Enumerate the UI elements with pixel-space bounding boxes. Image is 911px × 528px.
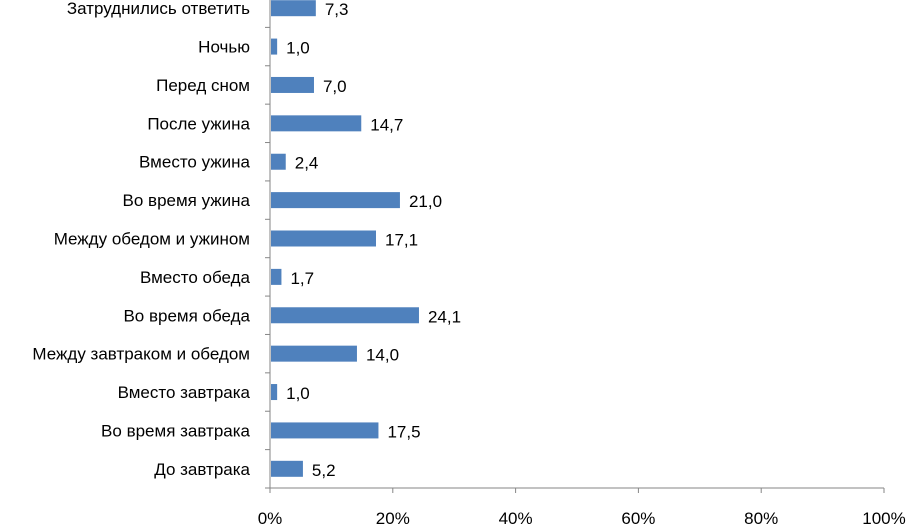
bar: [271, 345, 357, 362]
bar: [271, 230, 376, 247]
category-label: Во время обеда: [123, 306, 250, 325]
category-label: Между завтраком и обедом: [32, 345, 250, 364]
bar: [271, 115, 362, 132]
labels-group: 0% 20% 40% 60% 80% 100% Затруднились ответить 7…: [32, 0, 905, 528]
data-label: 21,0: [409, 192, 442, 211]
category-label: Во время завтрака: [101, 421, 250, 440]
bar: [271, 192, 400, 209]
x-tick-label: 80%: [744, 509, 778, 528]
category-label: До завтрака: [154, 460, 250, 479]
bar: [271, 38, 278, 55]
data-label: 1,0: [286, 39, 310, 58]
category-label: Ночью: [198, 38, 250, 57]
data-label: 5,2: [312, 461, 336, 480]
data-label: 17,1: [385, 231, 418, 250]
category-label: Затруднились ответить: [67, 0, 250, 18]
x-tick-label: 0%: [258, 509, 283, 528]
bars-group: [271, 0, 419, 477]
x-tick-label: 60%: [621, 509, 655, 528]
bar: [271, 422, 379, 439]
data-label: 17,5: [387, 422, 420, 441]
bar: [271, 460, 303, 477]
data-label: 7,3: [325, 0, 349, 19]
data-label: 7,0: [323, 77, 347, 96]
category-label: Перед сном: [156, 76, 250, 95]
data-label: 1,7: [290, 269, 314, 288]
bar: [271, 76, 314, 93]
data-label: 24,1: [428, 307, 461, 326]
category-label: Между обедом и ужином: [54, 230, 250, 249]
bar: [271, 268, 282, 285]
data-label: 14,7: [370, 115, 403, 134]
data-label: 1,0: [286, 384, 310, 403]
data-label: 14,0: [366, 346, 399, 365]
category-label: Во время ужина: [123, 191, 251, 210]
bar: [271, 153, 286, 170]
x-tick-label: 100%: [862, 509, 905, 528]
bar: [271, 0, 316, 17]
data-label: 2,4: [295, 154, 319, 173]
bar: [271, 384, 278, 401]
category-label: Вместо завтрака: [118, 383, 251, 402]
axes-group: [265, 0, 885, 493]
category-label: Вместо обеда: [140, 268, 251, 287]
category-label: Вместо ужина: [139, 153, 251, 172]
category-label: После ужина: [147, 114, 250, 133]
bar: [271, 307, 419, 324]
x-tick-label: 40%: [499, 509, 533, 528]
x-tick-label: 20%: [376, 509, 410, 528]
